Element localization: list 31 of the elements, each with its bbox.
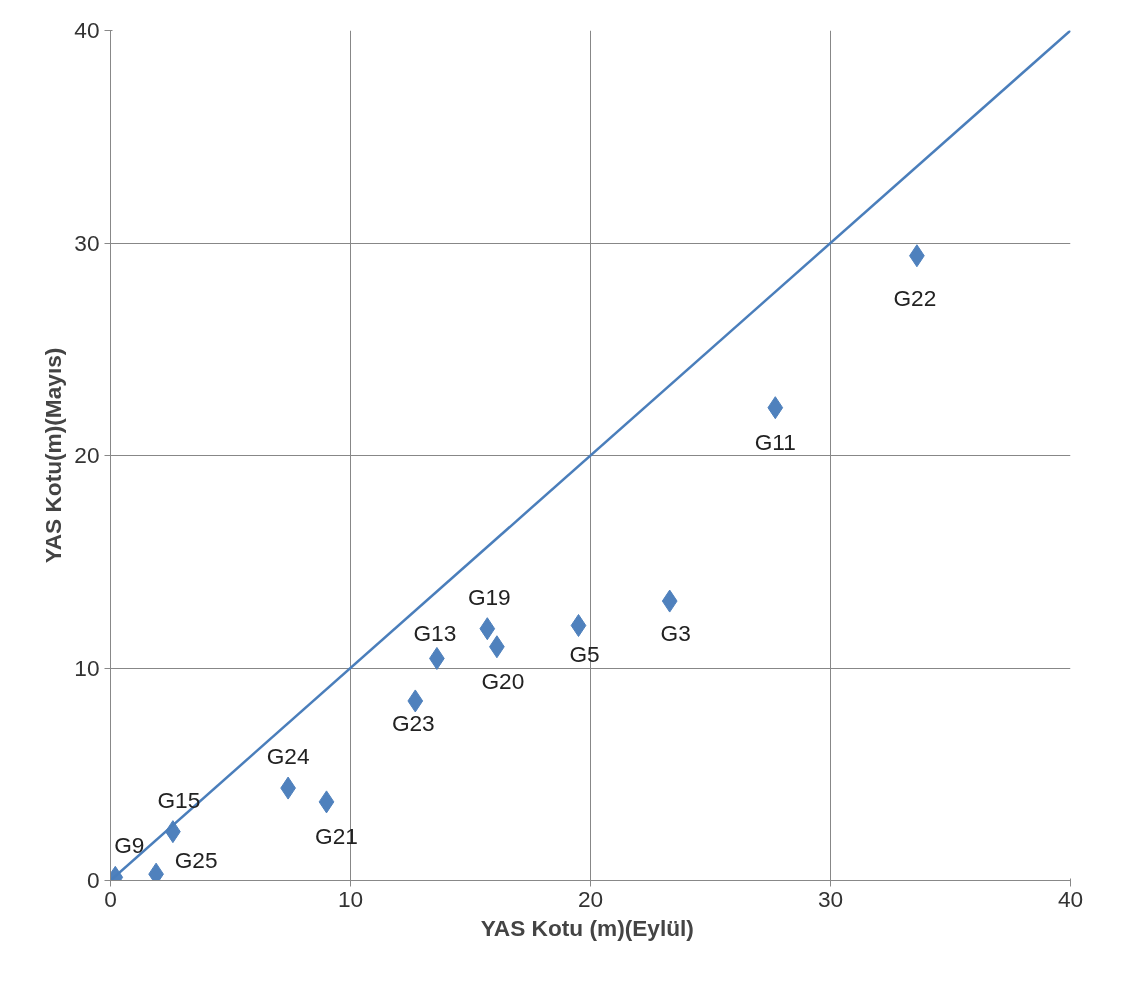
x-tick-label: 0	[104, 885, 117, 912]
y-tick-label: 10	[74, 654, 100, 681]
point	[479, 617, 496, 641]
point	[570, 614, 587, 637]
annotation: G23	[391, 709, 435, 736]
annotation: G15	[157, 786, 201, 813]
annotation: G22	[893, 284, 937, 311]
point	[407, 689, 424, 713]
x-tick-label: 30	[817, 885, 844, 912]
annotation: G21	[315, 822, 358, 849]
annotation: G11	[754, 428, 796, 455]
point	[767, 396, 784, 420]
y-tick-label: 0	[86, 867, 100, 893]
annotation: G13	[413, 620, 457, 647]
x-tick-label: 40	[1057, 885, 1084, 912]
annotation: G9	[114, 832, 145, 859]
annotation: G20	[481, 667, 525, 694]
y-tick-label: 40	[74, 17, 100, 43]
y-tick-label: 30	[74, 229, 100, 256]
annotation: G24	[266, 743, 310, 770]
point	[318, 790, 335, 814]
y-tick-label: 20	[74, 442, 100, 468]
annotation: G25	[174, 847, 218, 874]
annotation: G19	[467, 583, 511, 610]
x-tick-label: 10	[337, 885, 364, 912]
x-tick-label: 20	[577, 885, 604, 912]
x-axis-title: YAS Kotu (m)(Eylül)	[480, 914, 694, 941]
annotation: G5	[569, 640, 600, 667]
point	[661, 589, 678, 613]
y-axis-title: YAS Kotu(m)(Mayıs)	[40, 347, 67, 564]
annotation: G3	[660, 620, 691, 647]
